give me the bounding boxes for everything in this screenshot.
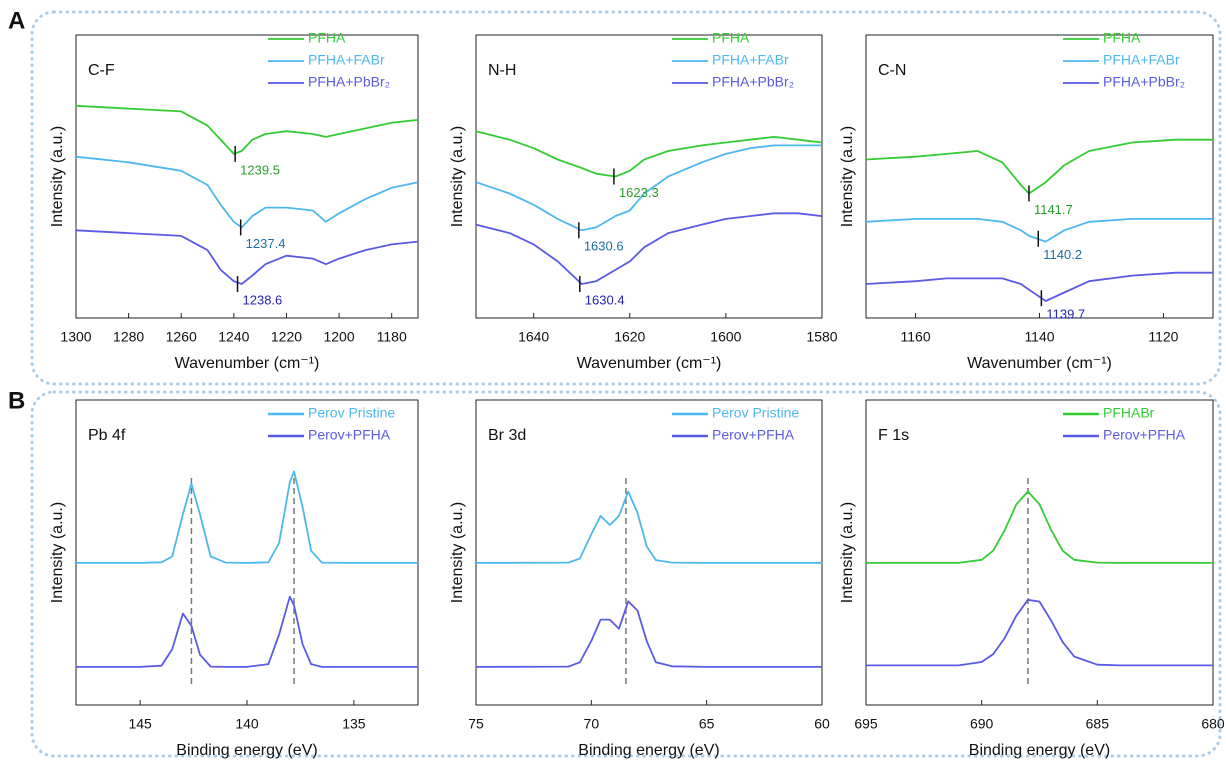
plot-frame (475, 399, 823, 706)
peak-label: 1139.7 (1046, 307, 1085, 322)
legend-label: Perov Pristine (308, 405, 395, 421)
y-axis-label: Intensity (a.u.) (839, 126, 856, 227)
x-tick-label: 1300 (60, 329, 91, 345)
peak-label: 1623.3 (619, 185, 659, 200)
x-axis-label: Wavenumber (cm⁻¹) (967, 355, 1112, 372)
series-line (865, 218, 1213, 243)
series-line (865, 271, 1213, 302)
panel-label: B (8, 387, 25, 414)
x-tick-label: 1620 (614, 329, 645, 345)
x-tick-label: 1600 (710, 329, 741, 345)
series-line (866, 490, 1213, 564)
series-line (475, 144, 822, 232)
x-tick-label: 65 (699, 716, 715, 732)
peak-label: 1630.4 (585, 292, 625, 307)
series-line (475, 600, 822, 668)
plot-frame (75, 399, 419, 706)
legend-label: PFHA+PbBr₂ (308, 74, 390, 90)
series-line (475, 130, 823, 178)
x-tick-label: 1120 (1148, 329, 1178, 345)
x-tick-label: 1280 (113, 329, 144, 345)
series-line (76, 595, 418, 668)
x-tick-label: 1220 (271, 329, 302, 345)
x-axis-label: Wavenumber (cm⁻¹) (577, 355, 722, 372)
x-axis-label: Binding energy (eV) (578, 742, 719, 759)
legend-label: PFHA+PbBr₂ (1103, 74, 1185, 90)
y-axis-label: Intensity (a.u.) (49, 126, 66, 227)
x-tick-label: 1160 (901, 329, 931, 345)
peak-label: 1239.5 (240, 162, 280, 177)
x-tick-label: 1180 (377, 329, 407, 345)
x-tick-label: 70 (584, 716, 600, 732)
panel-frame (30, 10, 1222, 386)
x-tick-label: 690 (970, 716, 994, 732)
plot-frame (475, 34, 823, 319)
x-tick-label: 135 (342, 716, 366, 732)
panel-title: C-N (878, 62, 906, 79)
x-tick-label: 695 (854, 716, 878, 732)
legend-label: PFHA+FABr (1103, 52, 1180, 68)
legend-label: Perov+PFHA (712, 427, 795, 443)
x-tick-label: 680 (1201, 716, 1225, 732)
legend-label: PFHA+FABr (712, 52, 789, 68)
plot-frame (75, 34, 419, 319)
y-axis-label: Intensity (a.u.) (449, 502, 466, 603)
panel-label: A (8, 7, 25, 34)
panel-title: Pb 4f (88, 427, 126, 444)
x-tick-label: 1140 (1024, 329, 1054, 345)
y-axis-label: Intensity (a.u.) (49, 502, 66, 603)
panel-title: N-H (488, 62, 516, 79)
panel-frame (30, 390, 1222, 758)
x-axis-label: Wavenumber (cm⁻¹) (175, 355, 320, 372)
x-tick-label: 1580 (806, 329, 837, 345)
x-axis-label: Binding energy (eV) (969, 742, 1110, 759)
series-line (76, 470, 418, 564)
panel-title: C-F (88, 62, 115, 79)
legend-label: Perov+PFHA (308, 427, 391, 443)
series-line (475, 490, 822, 564)
peak-label: 1237.4 (246, 236, 286, 251)
y-axis-label: Intensity (a.u.) (839, 502, 856, 603)
peak-label: 1140.2 (1043, 247, 1082, 262)
x-tick-label: 1640 (518, 329, 549, 345)
peak-label: 1141.7 (1034, 202, 1073, 217)
x-tick-label: 75 (468, 716, 484, 732)
legend-label: PFHA (1103, 30, 1141, 46)
peak-label: 1630.6 (584, 239, 624, 254)
plot-frame (865, 399, 1214, 706)
x-tick-label: 145 (128, 716, 152, 732)
x-tick-label: 140 (235, 716, 259, 732)
series-line (75, 155, 419, 229)
legend-label: PFHABr (1103, 405, 1155, 421)
legend-label: PFHA+PbBr₂ (712, 74, 794, 90)
legend-label: PFHA (308, 30, 346, 46)
series-line (865, 138, 1213, 195)
legend-label: Perov Pristine (712, 405, 799, 421)
peak-label: 1238.6 (243, 292, 283, 307)
y-axis-label: Intensity (a.u.) (449, 126, 466, 227)
x-tick-label: 1260 (166, 329, 197, 345)
panel-title: Br 3d (488, 427, 526, 444)
legend-label: PFHA+FABr (308, 52, 385, 68)
x-axis-label: Binding energy (eV) (176, 742, 317, 759)
legend-label: PFHA (712, 30, 750, 46)
x-tick-label: 685 (1086, 716, 1110, 732)
legend-label: Perov+PFHA (1103, 427, 1186, 443)
x-tick-label: 1200 (323, 329, 354, 345)
x-tick-label: 60 (814, 716, 830, 732)
series-line (75, 229, 419, 285)
series-line (75, 104, 419, 155)
x-tick-label: 1240 (218, 329, 249, 345)
series-line (866, 598, 1213, 667)
series-line (475, 212, 823, 285)
panel-title: F 1s (878, 427, 909, 444)
